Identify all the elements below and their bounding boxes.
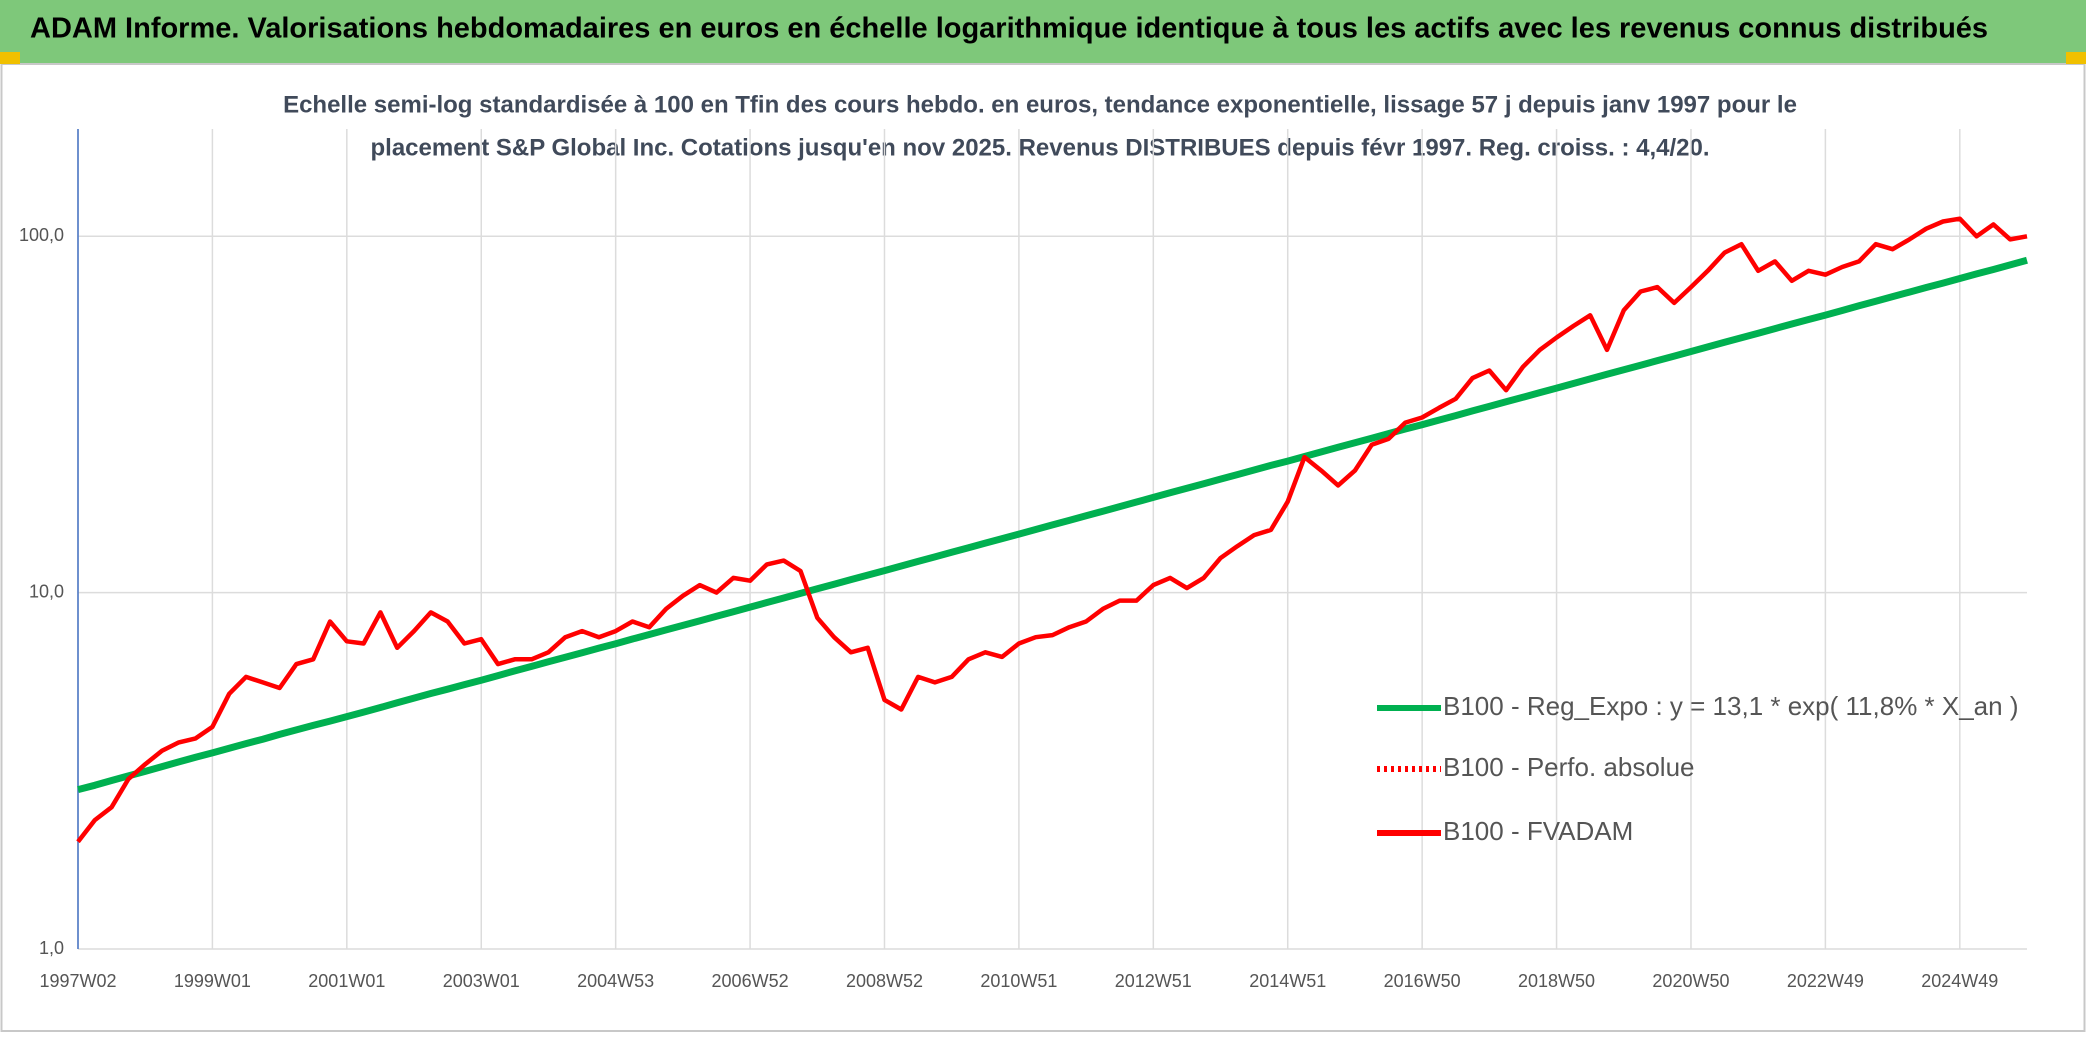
header-title: ADAM Informe. Valorisations hebdomadaire… bbox=[30, 13, 1988, 45]
corner bbox=[2066, 52, 2086, 64]
x-tick-label: 2006W52 bbox=[712, 971, 789, 991]
x-tick-label: 2018W50 bbox=[1518, 971, 1595, 991]
x-tick-label: 2014W51 bbox=[1249, 971, 1326, 991]
x-tick-label: 2010W51 bbox=[980, 971, 1057, 991]
legend-label: B100 - Perfo. absolue bbox=[1443, 752, 1695, 782]
x-tick-label: 2020W50 bbox=[1652, 971, 1729, 991]
x-tick-label: 2024W49 bbox=[1921, 971, 1998, 991]
x-tick-label: 2001W01 bbox=[308, 971, 385, 991]
corner bbox=[0, 52, 20, 64]
x-tick-label: 2004W53 bbox=[577, 971, 654, 991]
frame bbox=[0, 63, 2086, 1032]
y-tick-label: 10,0 bbox=[29, 581, 64, 601]
series-line bbox=[77, 256, 2028, 793]
y-tick-label: 100,0 bbox=[19, 225, 64, 245]
x-tick-label: 2012W51 bbox=[1115, 971, 1192, 991]
x-tick-label: 1999W01 bbox=[174, 971, 251, 991]
x-tick-label: 2016W50 bbox=[1384, 971, 1461, 991]
x-tick-label: 2022W49 bbox=[1787, 971, 1864, 991]
y-tick-label: 1,0 bbox=[39, 938, 64, 958]
chart-title: Echelle semi-log standardisée à 100 en T… bbox=[283, 91, 1797, 118]
x-tick-label: 2003W01 bbox=[443, 971, 520, 991]
series-line bbox=[76, 216, 2028, 844]
header-bar bbox=[0, 0, 2086, 64]
x-tick-label: 2008W52 bbox=[846, 971, 923, 991]
chart-subtitle: placement S&P Global Inc. Cotations jusq… bbox=[370, 134, 1709, 161]
legend-label: B100 - FVADAM bbox=[1443, 816, 1633, 846]
x-tick-label: 1997W02 bbox=[39, 971, 116, 991]
legend-label: B100 - Reg_Expo : y = 13,1 * exp( 11,8% … bbox=[1443, 691, 2018, 721]
